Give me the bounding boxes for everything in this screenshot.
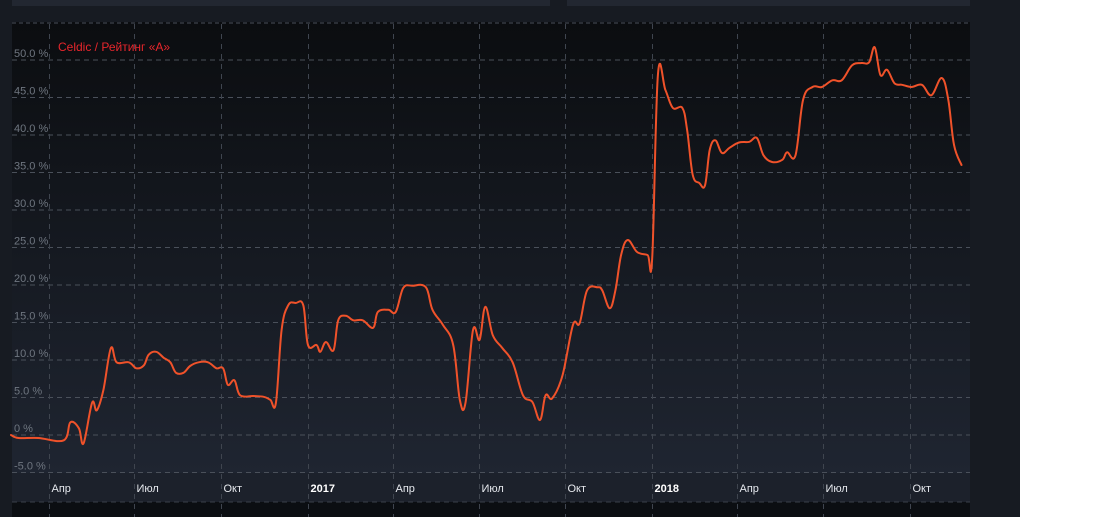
y-tick-label: 40.0 % <box>14 123 48 135</box>
y-tick-label: -5.0 % <box>14 461 46 473</box>
grid <box>12 22 970 517</box>
x-tick-label: Апр <box>740 483 759 495</box>
x-tick-label: Окт <box>913 483 932 495</box>
x-tick-label: Июл <box>826 483 848 495</box>
x-tick-label: Апр <box>396 483 415 495</box>
y-tick-label: 30.0 % <box>14 198 48 210</box>
chart-title: Celdic / Рейтинг «A» <box>58 40 170 54</box>
top-panel-right <box>567 0 970 6</box>
y-tick-label: 10.0 % <box>14 348 48 360</box>
x-axis: Апр Июл Окт 2017 Апр Июл Окт 2018 Апр Июл Окт <box>52 483 932 495</box>
series-line <box>10 46 963 446</box>
x-tick-label: Окт <box>568 483 587 495</box>
x-axis-band <box>12 473 970 502</box>
x-tick-label: Июл <box>137 483 159 495</box>
top-panel-left <box>12 0 550 6</box>
y-tick-label: 35.0 % <box>14 161 48 173</box>
x-tick-label: Окт <box>224 483 243 495</box>
y-tick-label: 45.0 % <box>14 86 48 98</box>
lower-pane <box>12 502 970 517</box>
x-tick-label: 2017 <box>311 483 335 495</box>
y-tick-label: 50.0 % <box>14 48 48 60</box>
y-tick-label: 15.0 % <box>14 311 48 323</box>
y-tick-label: 5.0 % <box>14 386 42 398</box>
y-tick-label: 20.0 % <box>14 273 48 285</box>
x-tick-label: Июл <box>482 483 504 495</box>
y-tick-label: 25.0 % <box>14 236 48 248</box>
y-tick-label: 0 % <box>14 423 33 435</box>
y-axis: 50.0 % 45.0 % 40.0 % 35.0 % 30.0 % 25.0 % 20.0… <box>14 48 48 473</box>
x-tick-label: 2018 <box>655 483 679 495</box>
x-tick-label: Апр <box>52 483 71 495</box>
